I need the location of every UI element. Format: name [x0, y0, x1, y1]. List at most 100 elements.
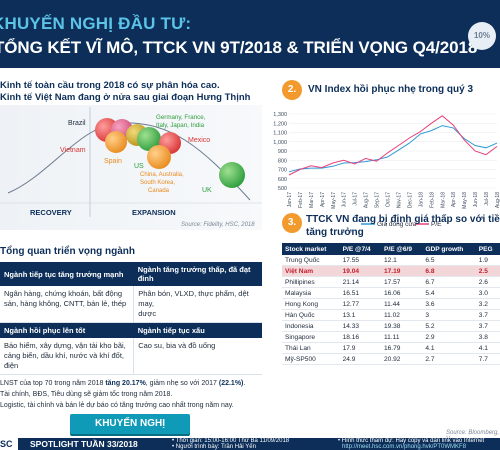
footer-bar: SC SPOTLIGHT TUẦN 33/2018 • Thời gian: 1… [0, 438, 500, 450]
table-row: Thái Lan 17.9 16.79 4.1 4.1 [282, 342, 500, 355]
outlook-title: Tổng quan triển vọng ngành [0, 246, 135, 257]
table-row: Trung Quốc 17.55 12.1 6.5 1.9 [282, 255, 500, 267]
table-cell: 2.9 [422, 331, 476, 344]
label-vietnam: Vietnam [60, 147, 86, 154]
table-cell: Việt Nam [282, 265, 340, 278]
label-germany-1: Germany, France, [156, 114, 206, 121]
x-tick-label: Jun-17 [342, 192, 348, 208]
x-tick-label: Aug-17 [364, 192, 370, 208]
table-cell: 3.0 [475, 287, 500, 300]
table-cell: 3.7 [475, 309, 500, 322]
table-cell: 6.7 [422, 276, 476, 289]
y-tick-label: 800 [278, 158, 287, 164]
table-cell: 6.8 [422, 265, 476, 278]
series-pe-line [288, 115, 498, 176]
label-china-3: Canada [148, 188, 170, 194]
footer-logo: SC [0, 438, 18, 450]
label-germany-2: Italy, Japan, India [156, 122, 205, 129]
table-cell: 2.6 [475, 276, 500, 289]
vnindex-svg: 1,300 1,200 1,100 1,000 900 800 700 600 500 Jan-… [273, 112, 500, 228]
label-mexico: Mexico [188, 137, 210, 144]
y-tick-label: 700 [278, 168, 287, 174]
x-axis: Jan-17 Feb-17 Mar-17 Apr-17 May-17 Jun-17 Jul-… [287, 192, 500, 209]
table-cell: Trung Quốc [282, 255, 340, 267]
x-tick-label: May-18 [462, 192, 468, 209]
table-cell: Hong Kong [282, 298, 340, 311]
legend-close: Giá đóng cửa [377, 220, 417, 228]
table-cell: 21.14 [339, 276, 381, 289]
bubble-china [147, 145, 171, 169]
x-tick-label: May-17 [331, 192, 337, 209]
table-cell: 16.51 [339, 287, 381, 300]
table-cell: Phillipines [282, 276, 340, 289]
y-tick-label: 900 [278, 149, 287, 155]
note-1c: , giảm nhẹ so với 2017 [145, 380, 219, 387]
label-china-2: South Korea, [140, 180, 175, 186]
table-cell: 17.55 [339, 255, 381, 267]
outlook-c2-line2: dược [138, 309, 157, 318]
bubble-spain [105, 131, 127, 153]
phase-expansion: EXPANSION [132, 208, 176, 217]
table-cell: 12.77 [339, 298, 381, 311]
series-lines [288, 115, 498, 176]
x-tick-label: Jul-17 [353, 192, 359, 206]
x-tick-label: Aug-18 [495, 192, 500, 208]
intro-line-2: Kinh tế Việt Nam đang ở nửa sau giai đoạ… [0, 92, 251, 103]
footer-link[interactable]: http://meet.hsc.com.vn/phong.hvk/PT0WMKF… [342, 444, 467, 450]
recommendation-button[interactable]: KHUYẾN NGHỊ [70, 414, 190, 434]
outlook-c1-line2: sản, hàng không, CNTT, bán lẻ, thép [4, 299, 127, 308]
table-cell: Singapore [282, 331, 340, 344]
outlook-c4: Cao su, bia và đồ uống [133, 338, 262, 375]
notes-block: LNST của top 70 trong năm 2018 tăng 20.1… [0, 378, 262, 411]
y-tick-label: 600 [278, 177, 287, 183]
table-cell: Indonesia [282, 320, 340, 333]
table-cell: 4.1 [475, 342, 500, 355]
table-cell: 3.2 [475, 298, 500, 311]
y-tick-label: 500 [278, 186, 287, 192]
table-cell: 16.06 [380, 287, 423, 300]
phase-recovery: RECOVERY [30, 208, 72, 217]
outlook-h2: Ngành tăng trưởng thấp, đã đạt đỉnh [133, 262, 262, 286]
table-row: Hong Kong 12.77 11.44 3.6 3.2 [282, 298, 500, 311]
table-cell: 3 [422, 309, 476, 322]
legend-pe: P/E [431, 221, 442, 228]
note-1b: tăng 20.17% [105, 380, 146, 387]
section-3-number: 3. [282, 213, 302, 233]
outlook-c2-line1: Phân bón, VLXD, thực phẩm, dệt may, [138, 289, 249, 308]
section-2-title: VN Index hồi phục nhẹ trong quý 3 [308, 84, 474, 95]
table-cell: 2.7 [422, 353, 476, 366]
table-cell: 19.38 [380, 320, 423, 333]
y-tick-label: 1,300 [273, 112, 287, 118]
y-tick-label: 1,100 [273, 131, 287, 137]
market-table-body: Trung Quốc 17.55 12.1 6.5 1.9 Việt Nam 19.04 17… [282, 255, 500, 366]
table-cell: 12.1 [380, 255, 423, 267]
col-pe-6-9: P/E @6/9 [380, 243, 423, 255]
outlook-h4: Ngành tiếp tục xấu [133, 322, 262, 338]
note-1a: LNST của top 70 trong năm 2018 [0, 380, 106, 387]
x-tick-label: Feb-18 [429, 192, 435, 208]
outlook-c1-line1: Ngân hàng, chứng khoán, bất động [4, 289, 123, 298]
table-cell: 11.11 [380, 331, 423, 344]
table-cell: 2.5 [475, 265, 500, 278]
outlook-c3-line2: cảng biển, dầu khí, nước và khí đốt, điệ… [4, 351, 125, 370]
table-cell: 24.9 [339, 353, 381, 366]
note-1d: (22.1%) [218, 380, 244, 387]
outlook-c4-line1: Cao su, bia và đồ uống [138, 341, 216, 350]
market-table: Stock market P/E @7/4 P/E @6/9 GDP growt… [282, 243, 500, 366]
x-tick-label: Jul-18 [484, 192, 490, 206]
table-row: Mỹ-SP500 24.9 20.92 2.7 7.7 [282, 353, 500, 366]
outlook-h3: Ngành hồi phục lên tốt [0, 322, 134, 338]
x-tick-label: Jun-18 [473, 192, 479, 208]
outlook-c1: Ngân hàng, chứng khoán, bất động sản, hà… [0, 286, 135, 323]
table-cell: Malaysia [282, 287, 340, 300]
footer-spotlight: SPOTLIGHT TUẦN 33/2018 [30, 439, 138, 449]
y-tick-label: 1,000 [273, 140, 287, 146]
bubble-us [137, 127, 161, 151]
outlook-c3-line1: Bảo hiểm, xây dựng, vận tải kho bãi, [4, 341, 126, 350]
label-us: US [134, 163, 144, 170]
x-tick-label: Oct-17 [386, 192, 392, 207]
table-cell: 5.2 [422, 320, 476, 333]
table-cell: Mỹ-SP500 [282, 353, 340, 366]
x-tick-label: Mar-18 [440, 192, 446, 208]
table-cell: 20.92 [380, 353, 423, 366]
